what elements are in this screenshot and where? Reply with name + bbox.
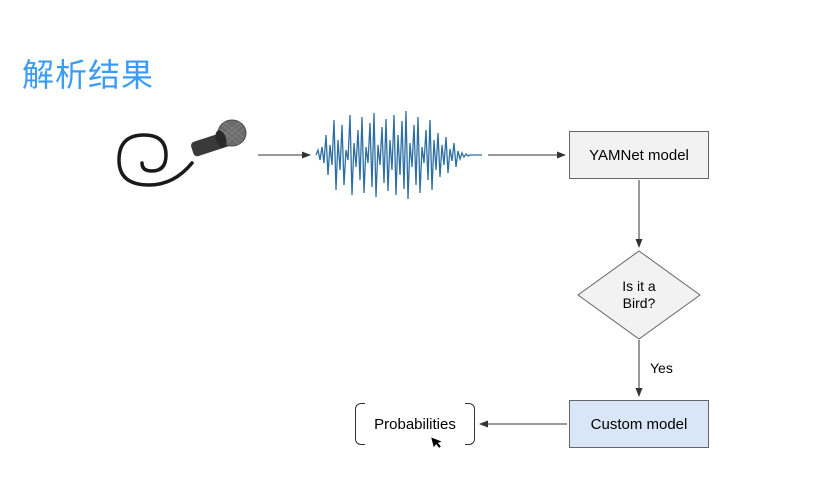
custom-label: Custom model [591, 416, 688, 433]
waveform-icon [314, 105, 484, 205]
page-title: 解析结果 [22, 50, 154, 96]
microphone-icon [104, 105, 254, 205]
decision-label: Is it a Bird? [577, 250, 701, 340]
edge-label-yes: Yes [650, 360, 673, 376]
decision-line1: Is it a [622, 278, 655, 294]
probabilities-label: Probabilities [374, 416, 456, 433]
bracket-left-icon [355, 403, 365, 445]
decision-line2: Bird? [623, 295, 656, 311]
bracket-right-icon [465, 403, 475, 445]
yamnet-label: YAMNet model [589, 147, 689, 164]
custom-model-node: Custom model [569, 400, 709, 448]
title-text: 解析结果 [22, 57, 154, 93]
decision-node: Is it a Bird? [577, 250, 701, 340]
yamnet-model-node: YAMNet model [569, 131, 709, 179]
probabilities-node: Probabilities [355, 403, 475, 445]
